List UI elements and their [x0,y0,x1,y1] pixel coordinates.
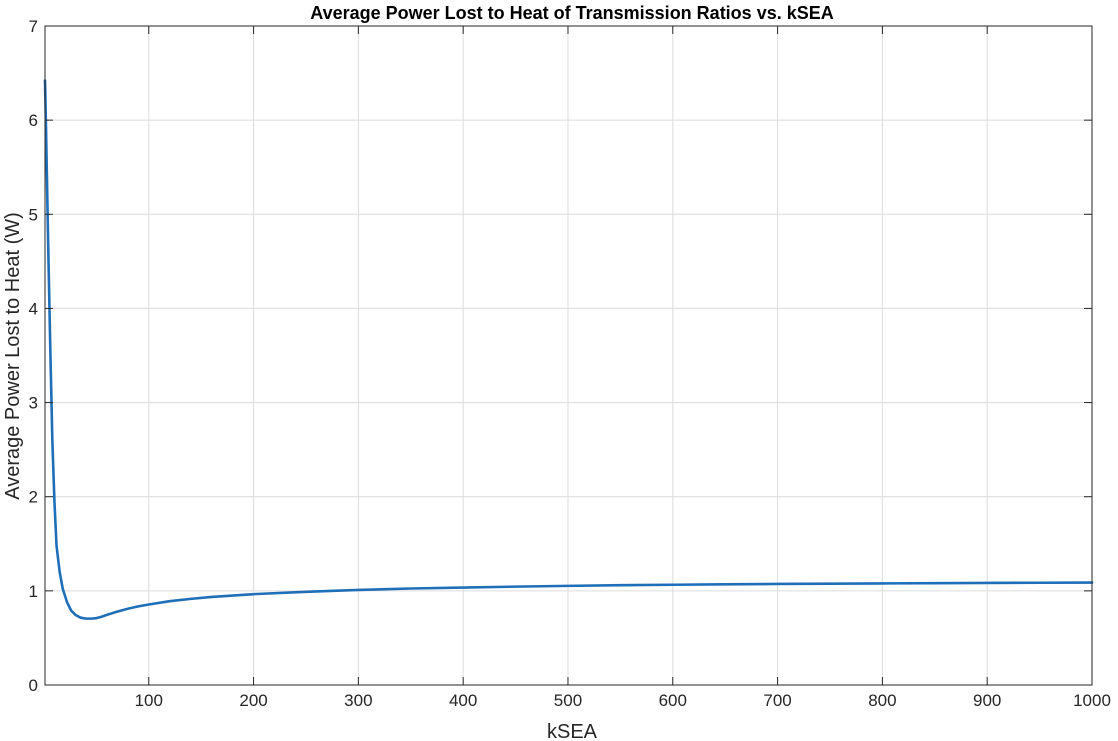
x-tick-label: 900 [973,691,1001,710]
axis-ticks: 100 200 300 400 500 600 700 800 900 1000 0 1 2 3 4 5 6 7 [29,17,1111,710]
x-tick-label: 700 [763,691,791,710]
axes-box [44,25,1093,686]
y-tick-label: 5 [29,205,38,224]
y-tick-label: 1 [29,582,38,601]
y-axis-label: Average Power Lost to Heat (W) [2,212,24,500]
y-tick-label: 7 [29,17,38,36]
y-tick-label: 6 [29,111,38,130]
x-tick-label: 1000 [1073,691,1111,710]
series-line [43,79,1094,620]
x-tick-label: 100 [135,691,163,710]
x-tick-label: 800 [868,691,896,710]
series-layer [43,79,1094,620]
chart-title: Average Power Lost to Heat of Transmissi… [310,3,834,23]
y-tick-label: 0 [29,676,38,695]
x-tick-label: 400 [449,691,477,710]
x-tick-label: 500 [554,691,582,710]
x-tick-label: 600 [659,691,687,710]
y-tick-label: 3 [29,394,38,413]
y-tick-label: 4 [29,299,38,318]
x-tick-label: 300 [344,691,372,710]
x-tick-label: 200 [239,691,267,710]
y-tick-label: 2 [29,488,38,507]
x-axis-label: kSEA [547,721,598,741]
